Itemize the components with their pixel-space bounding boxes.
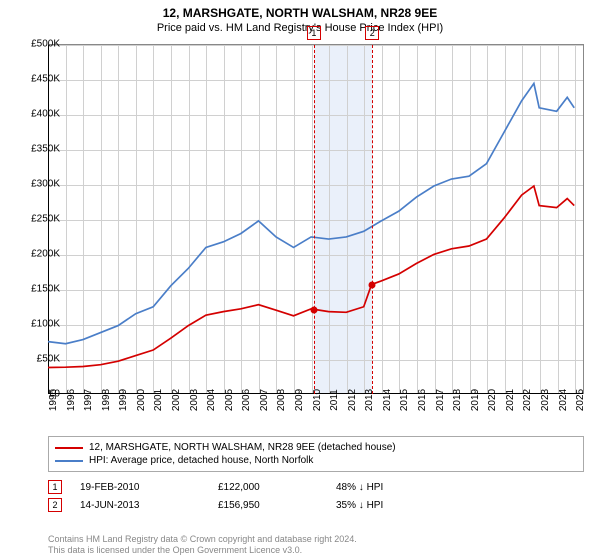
transaction-date: 19-FEB-2010 — [80, 482, 200, 493]
legend: 12, MARSHGATE, NORTH WALSHAM, NR28 9EE (… — [48, 436, 584, 472]
transaction-number-box: 1 — [48, 480, 62, 494]
legend-label-property: 12, MARSHGATE, NORTH WALSHAM, NR28 9EE (… — [89, 442, 396, 453]
transaction-date: 14-JUN-2013 — [80, 500, 200, 511]
series-hpi — [48, 83, 574, 343]
series-property_price — [48, 186, 574, 367]
transaction-hpi-diff: 48% ↓ HPI — [336, 482, 456, 493]
attribution-footer: Contains HM Land Registry data © Crown c… — [48, 534, 357, 557]
legend-item-property: 12, MARSHGATE, NORTH WALSHAM, NR28 9EE (… — [55, 441, 577, 454]
transaction-dot — [310, 306, 317, 313]
legend-item-hpi: HPI: Average price, detached house, Nort… — [55, 454, 577, 467]
footer-line-2: This data is licensed under the Open Gov… — [48, 545, 357, 556]
chart-title: 12, MARSHGATE, NORTH WALSHAM, NR28 9EE — [0, 0, 600, 20]
table-row: 2 14-JUN-2013 £156,950 35% ↓ HPI — [48, 496, 584, 514]
legend-label-hpi: HPI: Average price, detached house, Nort… — [89, 455, 313, 466]
table-row: 1 19-FEB-2010 £122,000 48% ↓ HPI — [48, 478, 584, 496]
transaction-dot — [369, 282, 376, 289]
line-series-svg — [48, 45, 583, 394]
transaction-price: £156,950 — [218, 500, 318, 511]
legend-swatch-hpi — [55, 460, 83, 462]
transaction-price: £122,000 — [218, 482, 318, 493]
legend-swatch-property — [55, 447, 83, 449]
transaction-marker-box: 2 — [365, 26, 379, 40]
footer-line-1: Contains HM Land Registry data © Crown c… — [48, 534, 357, 545]
plot-area — [48, 44, 584, 394]
chart-container: 12, MARSHGATE, NORTH WALSHAM, NR28 9EE P… — [0, 0, 600, 560]
transactions-table: 1 19-FEB-2010 £122,000 48% ↓ HPI 2 14-JU… — [48, 478, 584, 514]
transaction-number-box: 2 — [48, 498, 62, 512]
chart-subtitle: Price paid vs. HM Land Registry's House … — [0, 20, 600, 38]
transaction-hpi-diff: 35% ↓ HPI — [336, 500, 456, 511]
transaction-marker-box: 1 — [307, 26, 321, 40]
